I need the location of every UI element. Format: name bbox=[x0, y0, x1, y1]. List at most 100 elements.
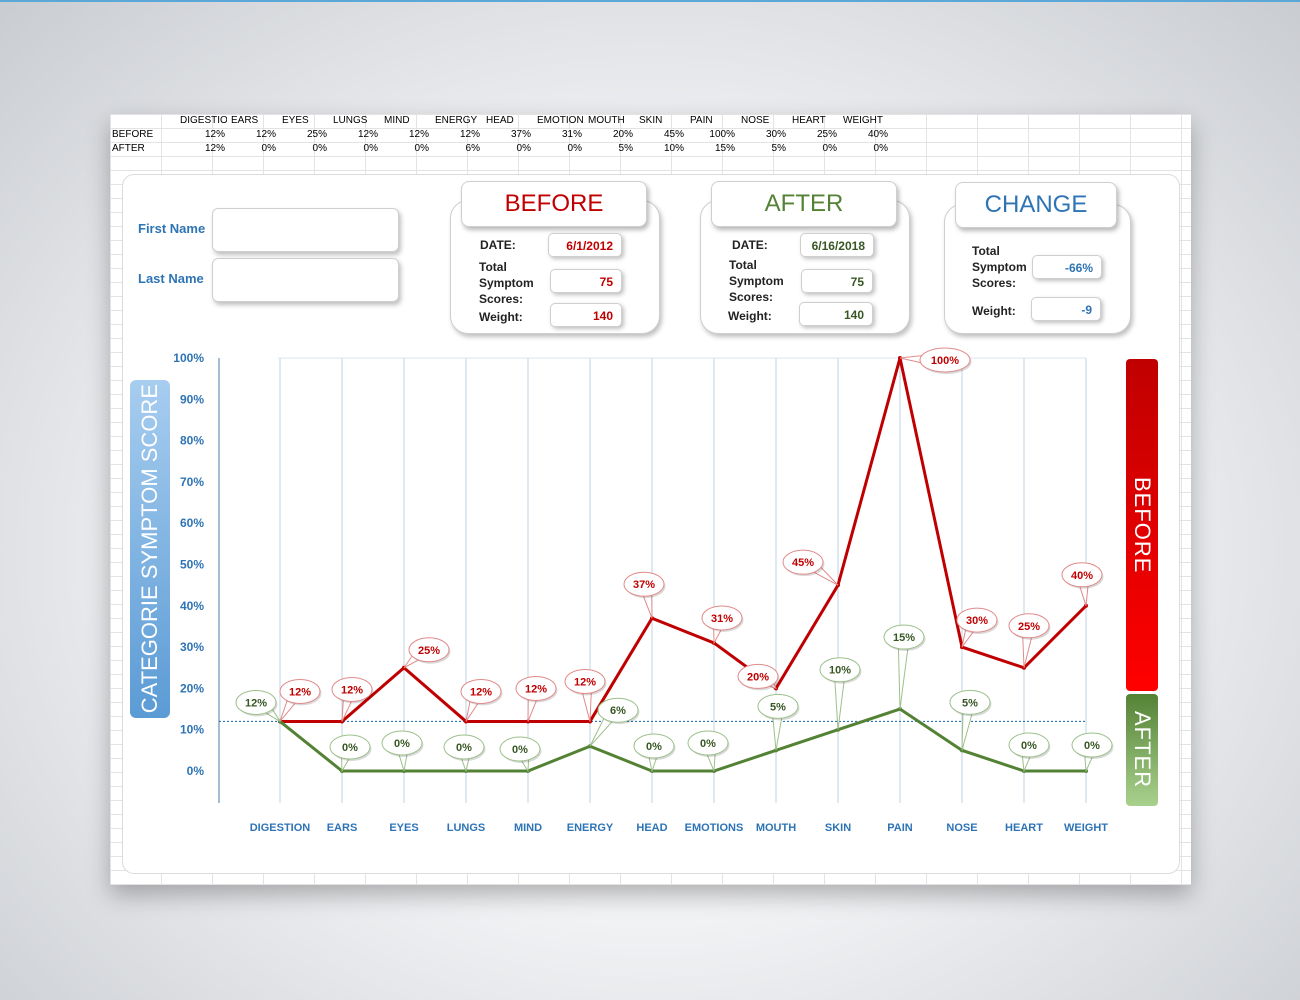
callout-text: 20% bbox=[747, 671, 769, 683]
sheet-value-cell[interactable]: 0% bbox=[567, 143, 582, 154]
sheet-value-cell[interactable]: 0% bbox=[261, 143, 276, 154]
sheet-value-cell[interactable]: 31% bbox=[561, 129, 582, 140]
last-name-field[interactable] bbox=[212, 258, 399, 302]
sheet-header-cell[interactable]: NOSE bbox=[741, 115, 770, 126]
sheet-header-cell[interactable]: EYES bbox=[282, 115, 309, 126]
sheet-header-cell[interactable]: EARS bbox=[231, 115, 259, 126]
sheet-header-cell[interactable]: SKIN bbox=[639, 115, 663, 126]
legend-after-tab: AFTER bbox=[1126, 694, 1158, 806]
sheet-value-cell[interactable]: 0% bbox=[873, 143, 888, 154]
after-data-label: 0% bbox=[443, 734, 486, 773]
before-series-line bbox=[280, 357, 1088, 723]
before-data-label: 45% bbox=[782, 549, 839, 586]
callout-text: 10% bbox=[829, 665, 851, 677]
sheet-header-cell[interactable]: ENERGY bbox=[435, 115, 478, 126]
before-title: BEFORE bbox=[461, 181, 647, 227]
sheet-header-cell[interactable]: MOUTH bbox=[588, 115, 625, 126]
callout-bubble bbox=[956, 607, 998, 633]
y-tick-label: 30% bbox=[180, 640, 204, 654]
after-weight-value[interactable]: 140 bbox=[799, 302, 873, 326]
sheet-header-cell[interactable]: HEART bbox=[792, 115, 826, 126]
callout-bubble bbox=[564, 668, 606, 694]
callout-text: 25% bbox=[418, 645, 440, 657]
sheet-value-cell[interactable]: 12% bbox=[204, 129, 225, 140]
after-data-label: 6% bbox=[589, 697, 640, 747]
sheet-row-label[interactable]: AFTER bbox=[112, 143, 145, 154]
after-weight-label: Weight: bbox=[728, 309, 772, 323]
sheet-value-cell[interactable]: 10% bbox=[663, 143, 684, 154]
sheet-value-cell[interactable]: 0% bbox=[414, 143, 429, 154]
sheet-value-cell[interactable]: 40% bbox=[867, 129, 888, 140]
y-tick-label: 0% bbox=[187, 764, 205, 778]
callout-bubble bbox=[279, 678, 321, 704]
after-data-label: 12% bbox=[235, 689, 281, 722]
callout-bubble bbox=[381, 730, 423, 756]
before-data-label: 37% bbox=[623, 571, 666, 619]
sheet-value-cell[interactable]: 12% bbox=[357, 129, 378, 140]
sheet-header-cell[interactable]: EMOTIONS bbox=[537, 115, 584, 126]
before-date-value[interactable]: 6/1/2012 bbox=[548, 233, 622, 257]
callout-text: 0% bbox=[1084, 740, 1100, 752]
after-data-label: 10% bbox=[819, 657, 862, 730]
change-total-label-2: Symptom bbox=[972, 260, 1027, 274]
sheet-value-cell[interactable]: 0% bbox=[516, 143, 531, 154]
sheet-value-cell[interactable]: 12% bbox=[459, 129, 480, 140]
sheet-value-cell[interactable]: 6% bbox=[465, 143, 480, 154]
callout-bubble bbox=[329, 734, 371, 760]
callout-text: 100% bbox=[931, 355, 959, 367]
change-total-label-1: Total bbox=[972, 244, 1000, 258]
sheet-header-cell[interactable]: MIND bbox=[384, 115, 410, 126]
after-data-label: 15% bbox=[883, 624, 926, 710]
x-tick-label: EMOTIONS bbox=[685, 822, 744, 834]
callout-bubble bbox=[782, 549, 824, 575]
after-date-label: DATE: bbox=[732, 238, 768, 252]
callout-bubble bbox=[408, 637, 450, 663]
sheet-value-cell[interactable]: 0% bbox=[363, 143, 378, 154]
sheet-value-cell[interactable]: 5% bbox=[618, 143, 633, 154]
sheet-header-cell[interactable]: HEAD bbox=[486, 115, 514, 126]
sheet-value-cell[interactable]: 25% bbox=[816, 129, 837, 140]
before-weight-value[interactable]: 140 bbox=[550, 303, 622, 327]
callout-text: 45% bbox=[792, 557, 814, 569]
sheet-value-cell[interactable]: 0% bbox=[312, 143, 327, 154]
sheet-row-label[interactable]: BEFORE bbox=[112, 129, 154, 140]
before-total-value[interactable]: 75 bbox=[550, 269, 622, 293]
y-tick-label: 80% bbox=[180, 434, 204, 448]
sheet-value-cell[interactable]: 5% bbox=[771, 143, 786, 154]
before-data-label: 31% bbox=[701, 605, 744, 645]
sheet-value-cell[interactable]: 25% bbox=[306, 129, 327, 140]
change-weight-value[interactable]: -9 bbox=[1031, 297, 1101, 321]
sheet-value-cell[interactable]: 37% bbox=[510, 129, 531, 140]
sheet-value-cell[interactable]: 12% bbox=[408, 129, 429, 140]
after-data-label: 0% bbox=[633, 733, 676, 773]
sheet-header-cell[interactable]: LUNGS bbox=[333, 115, 368, 126]
sheet-value-cell[interactable]: 15% bbox=[714, 143, 735, 154]
sheet-value-cell[interactable]: 0% bbox=[822, 143, 837, 154]
callout-text: 0% bbox=[1021, 740, 1037, 752]
sheet-header-cell[interactable]: PAIN bbox=[690, 115, 713, 126]
first-name-field[interactable] bbox=[212, 208, 399, 252]
callout-bubble bbox=[819, 657, 861, 683]
y-tick-label: 70% bbox=[180, 475, 204, 489]
before-data-label: 100% bbox=[899, 347, 972, 374]
sheet-header-cell[interactable]: WEIGHT bbox=[843, 115, 883, 126]
callout-bubble bbox=[883, 624, 925, 650]
sheet-value-cell[interactable]: 30% bbox=[765, 129, 786, 140]
legend-before-tab: BEFORE bbox=[1126, 359, 1158, 691]
x-tick-label: SKIN bbox=[825, 822, 851, 834]
change-total-value[interactable]: -66% bbox=[1032, 255, 1102, 279]
callout-bubble bbox=[1008, 732, 1050, 758]
sheet-value-cell[interactable]: 20% bbox=[612, 129, 633, 140]
x-tick-label: MOUTH bbox=[756, 822, 796, 834]
after-date-value[interactable]: 6/16/2018 bbox=[800, 233, 874, 257]
sheet-value-cell[interactable]: 12% bbox=[255, 129, 276, 140]
callout-text: 0% bbox=[456, 742, 472, 754]
x-tick-label: DIGESTION bbox=[250, 822, 311, 834]
sheet-value-cell[interactable]: 45% bbox=[663, 129, 684, 140]
sheet-header-cell[interactable]: DIGESTIOI bbox=[180, 115, 227, 126]
sheet-value-cell[interactable]: 12% bbox=[204, 143, 225, 154]
y-tick-label: 50% bbox=[180, 558, 204, 572]
after-total-value[interactable]: 75 bbox=[801, 269, 873, 293]
before-data-label: 25% bbox=[403, 637, 451, 669]
sheet-value-cell[interactable]: 100% bbox=[709, 129, 735, 140]
